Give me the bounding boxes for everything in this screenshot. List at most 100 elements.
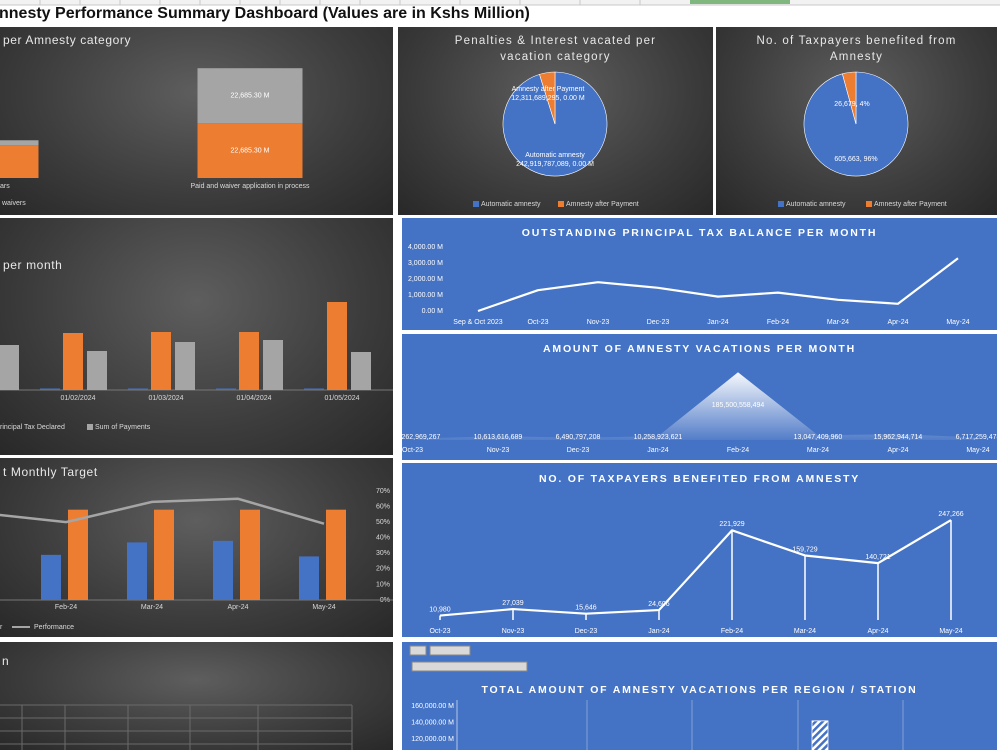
- y-tick-label: 1,000.00 M: [408, 292, 443, 299]
- dashboard-title: nnesty Performance Summary Dashboard (Va…: [0, 5, 530, 22]
- chart-panel: 120,000.00 M 140,000.00 M 160,000.00 M TOTA…: [402, 642, 997, 750]
- table-panel: n: [0, 642, 393, 750]
- bar: [151, 332, 171, 390]
- data-label: 6,490,797,208: [556, 434, 601, 441]
- y-tick-label: 2,000.00 M: [408, 276, 443, 283]
- chart-panel: Oct-23 Nov-23 Dec-23 Jan-24 Feb-24 Mar-24 Apr-…: [402, 334, 997, 460]
- chart-title: per Amnesty category: [3, 33, 132, 47]
- chart-panel: ars Paid and waiver application in proces…: [0, 27, 393, 215]
- legend-label: r: [0, 624, 3, 631]
- x-tick-label: 01/02/2024: [60, 395, 95, 402]
- y-tick-label: 0.00 M: [422, 308, 444, 315]
- data-label: 10,980: [429, 606, 451, 613]
- legend-marker: [473, 201, 479, 207]
- legend-marker: [866, 201, 872, 207]
- chart-panel: 605,663, 96% Automatic amnesty 26,679, 4% A…: [716, 27, 997, 215]
- chart-plot: ars Paid and waiver application in proces…: [0, 68, 310, 207]
- bar: [240, 509, 260, 600]
- bar: [299, 556, 319, 600]
- bar: [811, 720, 829, 750]
- x-tick-label: Nov-23: [587, 319, 610, 326]
- data-label-name: Amnesty after Payment: [512, 86, 585, 93]
- x-tick-label: May-24: [946, 319, 969, 326]
- x-tick-label: May-24: [312, 604, 335, 611]
- legend-label: Automatic amnesty: [786, 201, 846, 208]
- x-tick-label: Jan-24: [707, 319, 729, 326]
- chart-title: NO. OF TAXPAYERS BENEFITED FROM AMNESTY: [538, 473, 861, 485]
- chart-title: No. of Taxpayers benefited from Amnesty: [756, 35, 957, 63]
- x-tick-label: Apr-24: [867, 628, 888, 635]
- x-tick-label: ars: [0, 183, 10, 190]
- bar: [0, 140, 39, 146]
- data-label: 15,962,944,714: [874, 434, 923, 441]
- line-series: [477, 257, 959, 313]
- pie-slice: [842, 71, 857, 125]
- bar: [239, 332, 259, 390]
- legend-label: Automatic amnesty: [481, 201, 541, 208]
- bar: [304, 388, 324, 390]
- x-tick-label: Feb-24: [727, 447, 749, 454]
- data-label: 221,929: [719, 521, 744, 528]
- x-tick-label: 01/03/2024: [148, 395, 183, 402]
- bar: [41, 554, 61, 600]
- data-label: 185,500,558,494: [712, 402, 765, 409]
- legend-label: waivers: [1, 200, 26, 207]
- y-tick-label: 50%: [376, 519, 390, 526]
- legend-label: Performance: [34, 624, 74, 631]
- x-tick-label: Oct-23: [429, 628, 450, 635]
- bar: [87, 351, 107, 390]
- x-tick-label: Dec-23: [575, 628, 598, 635]
- bar: [197, 68, 303, 124]
- x-tick-label: Mar-24: [827, 319, 849, 326]
- table-grid: [0, 704, 353, 750]
- bar: [0, 145, 39, 178]
- bar: [213, 540, 233, 600]
- y-tick-label: 70%: [376, 488, 390, 495]
- data-label: 10,613,616,689: [474, 434, 523, 441]
- bar: [63, 333, 83, 390]
- chart-plot: Automatic amnesty 242,919,787,089, 0.00 M…: [473, 71, 639, 208]
- filter-button: [409, 645, 427, 656]
- y-tick-label: 40%: [376, 535, 390, 542]
- data-label: 22,685.30 M: [231, 92, 270, 99]
- y-tick-label: 140,000.00 M: [411, 719, 454, 726]
- chart-panel: Automatic amnesty 242,919,787,089, 0.00 M…: [398, 27, 713, 215]
- x-tick-label: Oct-23: [402, 447, 423, 454]
- chart-plot: 605,663, 96% Automatic amnesty 26,679, 4% A…: [778, 71, 947, 208]
- chart-plot: Oct-23 Nov-23 Dec-23 Jan-24 Feb-24 Mar-24 Apr-…: [402, 372, 997, 454]
- x-tick-label: May-24: [939, 628, 962, 635]
- pie-slice: [539, 71, 556, 125]
- filter-button: [429, 645, 471, 656]
- bar: [263, 340, 283, 390]
- data-label: 159,729: [792, 546, 817, 553]
- legend-marker: [87, 424, 93, 430]
- x-tick-label: Feb-24: [721, 628, 743, 635]
- x-tick-label: Apr-24: [887, 447, 908, 454]
- data-label: 24,606: [648, 601, 670, 608]
- chart-panel: Oct-23 Nov-23 Dec-23 Jan-24 Feb-24 Mar-24 Apr-…: [402, 463, 997, 637]
- bar: [351, 352, 371, 390]
- x-tick-label: Mar-24: [807, 447, 829, 454]
- bar: [40, 388, 60, 390]
- data-label: 13,047,409,960: [794, 434, 843, 441]
- x-tick-label: 01/04/2024: [236, 395, 271, 402]
- legend-label: Sum of Payments: [95, 424, 151, 431]
- y-tick-label: 3,000.00 M: [408, 260, 443, 267]
- chart-title: t Monthly Target: [3, 465, 98, 479]
- bar: [0, 345, 19, 390]
- bar: [127, 542, 147, 600]
- data-label: 15,646: [575, 605, 597, 612]
- bar: [154, 509, 174, 600]
- data-label-name: Automatic amnesty: [525, 152, 585, 159]
- x-tick-label: 01/05/2024: [324, 395, 359, 402]
- legend-label: Amnesty after Payment: [874, 201, 947, 208]
- bar: [326, 509, 346, 600]
- legend-marker: [558, 201, 564, 207]
- bar: [128, 388, 148, 390]
- data-label: 247,266: [938, 511, 963, 518]
- data-label: 140,721: [865, 554, 890, 561]
- bar: [68, 509, 88, 600]
- x-tick-label: Dec-23: [567, 447, 590, 454]
- chart-plot: Oct-23 Nov-23 Dec-23 Jan-24 Feb-24 Mar-24 Apr-…: [429, 511, 963, 635]
- chart-plot: 120,000.00 M 140,000.00 M 160,000.00 M: [409, 645, 904, 750]
